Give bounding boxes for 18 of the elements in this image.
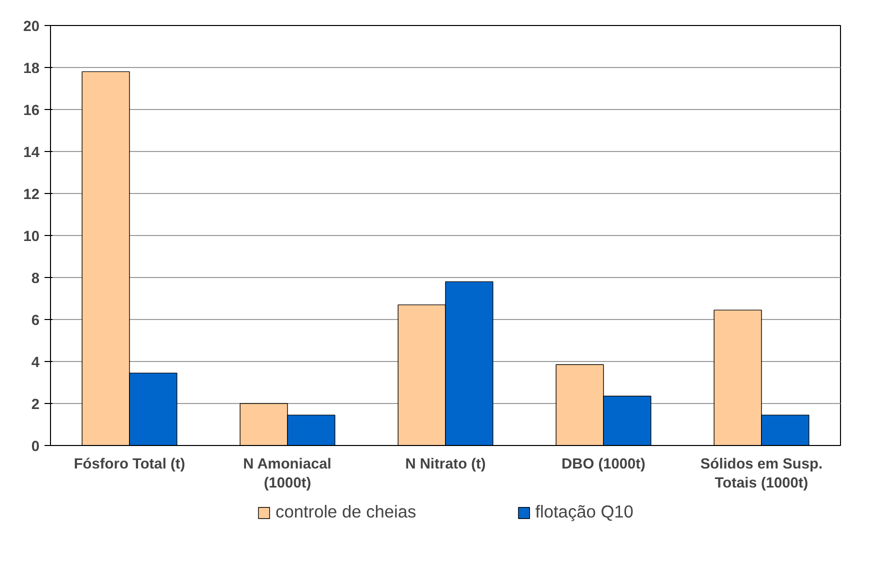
y-tick-label: 10	[23, 229, 40, 245]
y-tick-label: 6	[31, 313, 40, 329]
y-tick-label: 8	[31, 271, 40, 287]
x-tick-label: DBO (1000t)	[562, 456, 646, 472]
x-tick-label: N Amoniacal (1000t)	[243, 456, 332, 492]
y-tick-label: 2	[31, 397, 40, 413]
y-tick-label: 0	[31, 439, 40, 455]
legend-label: controle de cheias	[276, 502, 416, 522]
y-tick-label: 16	[23, 103, 40, 119]
x-tick-label: Fósforo Total (t)	[74, 456, 186, 472]
y-tick-label: 20	[23, 19, 40, 35]
y-tick-label: 14	[23, 145, 40, 161]
x-tick-label: N Nitrato (t)	[405, 456, 486, 472]
y-tick-label: 12	[23, 187, 40, 203]
y-tick-label: 18	[23, 61, 40, 77]
legend-label: flotação Q10	[535, 502, 634, 522]
y-tick-label: 4	[31, 355, 40, 371]
x-tick-label: Sólidos em Susp. Totais (1000t)	[700, 456, 823, 492]
